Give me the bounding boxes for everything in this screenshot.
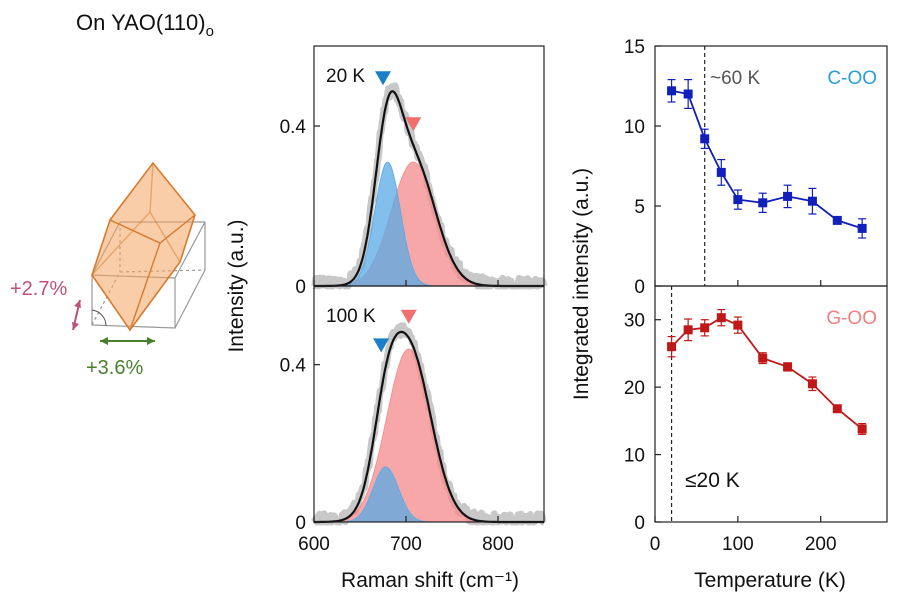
- data-point: [700, 323, 710, 333]
- raman-y-axis-label: Intensity (a.u.): [225, 219, 248, 352]
- y-tick-label: 0: [295, 277, 306, 298]
- transition-annotation: ≤20 K: [685, 469, 740, 492]
- data-point: [807, 196, 817, 206]
- temperature-x-axis-label: Temperature (K): [694, 569, 846, 592]
- x-tick-label: 100: [722, 534, 754, 555]
- data-point: [667, 86, 677, 96]
- figure-title: On YAO(110)o: [76, 10, 214, 40]
- y-tick-label: 10: [624, 446, 645, 467]
- x-tick-label: 800: [482, 534, 514, 555]
- data-point: [832, 404, 842, 414]
- strain-horizontal-label: +3.6%: [86, 357, 143, 379]
- y-tick-label: 10: [624, 117, 645, 138]
- x-tick-label: 0: [650, 534, 661, 555]
- data-point: [716, 313, 726, 323]
- raman-panel-20k: 0 0.4 20 K: [280, 45, 548, 298]
- data-point: [683, 325, 693, 335]
- peak-red-marker: [400, 309, 417, 324]
- peak-blue-marker: [375, 71, 391, 86]
- series-label: G-OO: [826, 308, 877, 329]
- peak-red-marker: [405, 117, 422, 132]
- y-tick-label: 5: [634, 197, 645, 218]
- data-point: [716, 167, 726, 177]
- y-tick-label: 20: [624, 378, 645, 399]
- data-point: [807, 379, 817, 389]
- data-point: [832, 215, 842, 225]
- data-point: [857, 424, 867, 434]
- raman-panel-label: 20 K: [326, 66, 365, 87]
- series-line: [671, 89, 863, 230]
- temp-frame: [654, 285, 888, 523]
- data-point: [733, 320, 743, 330]
- data-point: [683, 89, 693, 99]
- coo-panel: 0 5 10 15 C-OO ~60 K: [624, 37, 888, 298]
- y-tick-label: 0: [634, 277, 645, 298]
- series-label: C-OO: [827, 68, 877, 89]
- raman-panel-label: 100 K: [326, 306, 376, 327]
- data-point: [733, 195, 743, 205]
- transition-annotation: ~60 K: [710, 68, 761, 89]
- data-point: [667, 342, 677, 352]
- data-point: [758, 198, 768, 208]
- data-point: [783, 362, 793, 372]
- series-line: [670, 316, 863, 430]
- x-tick-label: 200: [805, 534, 837, 555]
- y-tick-label: 0.4: [280, 117, 307, 138]
- y-tick-label: 0: [295, 513, 306, 534]
- data-point: [700, 134, 710, 144]
- raman-x-axis-label: Raman shift (cm⁻¹): [341, 569, 519, 592]
- y-tick-label: 15: [624, 37, 645, 58]
- y-tick-label: 0: [634, 513, 645, 534]
- data-point: [758, 353, 768, 363]
- x-tick-label: 600: [298, 534, 330, 555]
- crystal-schematic: [72, 161, 206, 345]
- strain-vertical-label: +2.7%: [10, 278, 67, 300]
- data-point: [783, 191, 793, 201]
- y-tick-label: 0.4: [280, 356, 307, 377]
- peak-blue-marker: [373, 338, 390, 353]
- raman-panel-100k: 0 0.4 600 700 800 100 K: [280, 285, 547, 555]
- x-tick-label: 700: [390, 534, 422, 555]
- goo-panel: 0 10 20 30 0 100 200 G-OO ≤20 K: [624, 285, 888, 555]
- peak-red-fill: [314, 348, 544, 523]
- data-point: [857, 223, 867, 233]
- raman-frame: [313, 285, 545, 523]
- integrated-y-axis-label: Integrated intensity (a.u.): [570, 168, 593, 400]
- y-tick-label: 30: [624, 311, 645, 332]
